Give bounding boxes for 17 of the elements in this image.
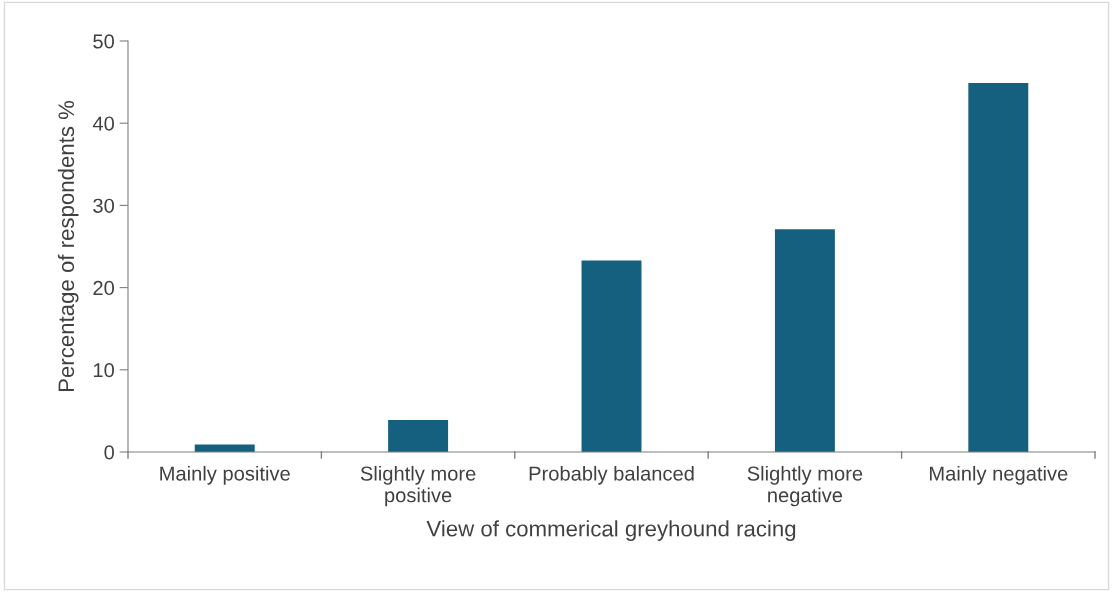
bar xyxy=(774,229,835,452)
bar xyxy=(581,260,642,452)
x-axis-title: View of commerical greyhound racing xyxy=(426,520,796,541)
x-tick-label: Slightly more positive xyxy=(360,465,476,507)
x-tick-label: Mainly positive xyxy=(160,465,290,485)
y-axis-title: Percentage of respondents % xyxy=(57,100,79,392)
y-tick-label: 30 xyxy=(93,198,115,213)
y-tick-label: 50 xyxy=(93,34,115,49)
y-tick-label: 40 xyxy=(92,116,115,131)
y-tick-label: 20 xyxy=(93,280,115,296)
y-tick-label: 10 xyxy=(93,363,115,378)
x-tick-label: Slightly more negative xyxy=(747,465,863,507)
x-tick-label: Probably balanced xyxy=(529,465,694,485)
x-tick-label: Mainly negative xyxy=(929,465,1068,485)
bar xyxy=(388,419,449,452)
y-tick-label: 0 xyxy=(104,445,115,460)
bar xyxy=(968,82,1029,452)
